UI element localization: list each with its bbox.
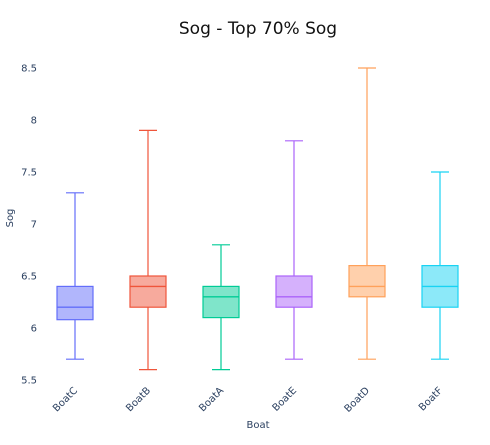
iqr-box (56, 285, 94, 321)
boxes-layer (56, 67, 459, 371)
x-axis-label: Boat (246, 420, 269, 431)
y-tick-label: 6 (31, 324, 37, 335)
x-tick-label: BoatB (124, 385, 153, 414)
x-tick-label: BoatA (197, 385, 226, 414)
y-tick-label: 7.5 (21, 168, 37, 179)
iqr-box (129, 275, 167, 308)
x-tick-label: BoatC (51, 385, 80, 414)
iqr-box (202, 285, 240, 319)
x-tick-label: BoatD (343, 385, 373, 415)
x-axis-ticks: BoatC BoatB BoatA BoatE BoatD BoatF (51, 385, 445, 415)
y-axis-ticks: 5.5 6 6.5 7 7.5 8 8.5 (21, 64, 37, 387)
box-boatd (348, 67, 386, 360)
x-tick-label: BoatE (271, 385, 300, 414)
iqr-box (275, 275, 313, 308)
y-tick-label: 8 (31, 116, 37, 127)
y-tick-label: 6.5 (21, 272, 37, 283)
box-boata (202, 244, 240, 371)
iqr-box (348, 265, 386, 298)
chart-title: Sog - Top 70% Sog (179, 19, 337, 39)
y-tick-label: 7 (31, 220, 37, 231)
box-boatc (56, 192, 94, 360)
y-axis-label: Sog (5, 209, 16, 228)
y-tick-label: 5.5 (21, 376, 37, 387)
box-boate (275, 140, 313, 360)
y-tick-label: 8.5 (21, 64, 37, 75)
x-tick-label: BoatF (417, 385, 445, 413)
box-boatb (129, 129, 167, 371)
box-boatf (421, 171, 459, 360)
